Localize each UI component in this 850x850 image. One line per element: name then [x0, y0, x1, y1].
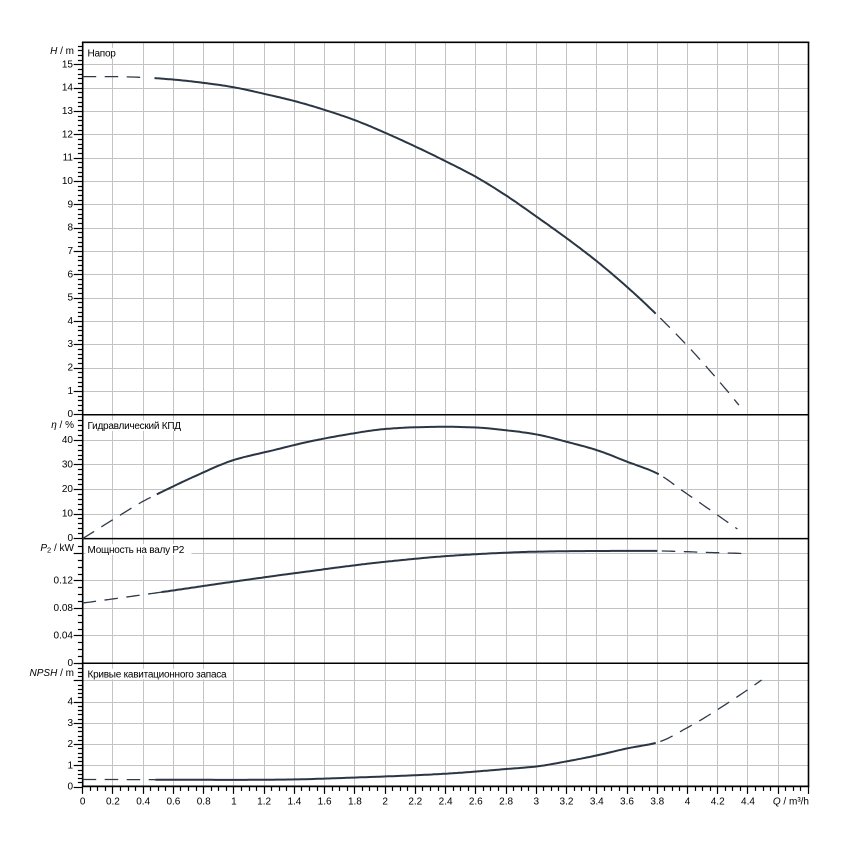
svg-text:P2 / kW: P2 / kW	[40, 543, 74, 555]
svg-text:1: 1	[67, 386, 73, 397]
svg-text:8: 8	[67, 223, 73, 234]
svg-text:0: 0	[67, 782, 73, 793]
svg-text:4: 4	[67, 697, 73, 708]
svg-text:1.2: 1.2	[257, 796, 271, 807]
svg-text:9: 9	[67, 199, 73, 210]
svg-text:2: 2	[67, 739, 73, 750]
svg-text:0: 0	[67, 533, 73, 544]
svg-text:0.2: 0.2	[106, 796, 120, 807]
svg-text:3: 3	[67, 718, 73, 729]
svg-text:10: 10	[62, 509, 74, 520]
svg-text:3: 3	[67, 339, 73, 350]
svg-text:3.4: 3.4	[590, 796, 604, 807]
svg-text:Мощность на валу P2: Мощность на валу P2	[88, 545, 185, 556]
svg-text:1.6: 1.6	[318, 796, 332, 807]
svg-text:0: 0	[67, 409, 73, 420]
svg-text:3.2: 3.2	[560, 796, 574, 807]
svg-text:5: 5	[67, 293, 73, 304]
svg-text:2: 2	[382, 796, 388, 807]
svg-text:0.8: 0.8	[197, 796, 211, 807]
svg-text:2.6: 2.6	[469, 796, 483, 807]
svg-text:η / %: η / %	[51, 420, 74, 431]
svg-text:2.2: 2.2	[408, 796, 422, 807]
svg-text:1: 1	[231, 796, 237, 807]
svg-text:4.2: 4.2	[711, 796, 725, 807]
svg-text:4: 4	[685, 796, 691, 807]
svg-text:40: 40	[62, 435, 74, 446]
svg-text:13: 13	[62, 106, 74, 117]
svg-text:3: 3	[534, 796, 540, 807]
svg-text:4.4: 4.4	[741, 796, 755, 807]
svg-text:1.4: 1.4	[287, 796, 301, 807]
svg-text:30: 30	[62, 459, 74, 470]
svg-text:7: 7	[67, 246, 73, 257]
svg-text:Напор: Напор	[88, 49, 117, 60]
svg-text:Гидравлический КПД: Гидравлический КПД	[88, 421, 182, 432]
svg-text:6: 6	[67, 269, 73, 280]
svg-text:10: 10	[62, 176, 74, 187]
svg-text:0: 0	[67, 658, 73, 669]
svg-text:3.8: 3.8	[650, 796, 664, 807]
svg-text:0: 0	[80, 796, 86, 807]
svg-text:20: 20	[62, 484, 74, 495]
svg-text:H / m: H / m	[50, 46, 74, 57]
svg-text:11: 11	[63, 153, 74, 164]
svg-text:0.08: 0.08	[54, 603, 74, 614]
svg-text:3.6: 3.6	[620, 796, 634, 807]
svg-text:2.4: 2.4	[439, 796, 453, 807]
svg-text:0.4: 0.4	[136, 796, 150, 807]
svg-text:2: 2	[67, 363, 73, 374]
svg-text:1: 1	[67, 760, 73, 771]
svg-text:0.12: 0.12	[54, 575, 74, 586]
svg-text:0.6: 0.6	[166, 796, 180, 807]
svg-text:Кривые кавитационного запаса: Кривые кавитационного запаса	[88, 670, 228, 681]
svg-text:NPSH / m: NPSH / m	[30, 668, 74, 679]
svg-text:12: 12	[62, 129, 74, 140]
svg-text:0.04: 0.04	[54, 630, 74, 641]
svg-text:1.8: 1.8	[348, 796, 362, 807]
svg-text:14: 14	[62, 83, 74, 94]
svg-text:Q / m³/h: Q / m³/h	[773, 796, 809, 807]
svg-text:4: 4	[67, 316, 73, 327]
svg-text:2.8: 2.8	[499, 796, 513, 807]
svg-text:15: 15	[62, 59, 74, 70]
